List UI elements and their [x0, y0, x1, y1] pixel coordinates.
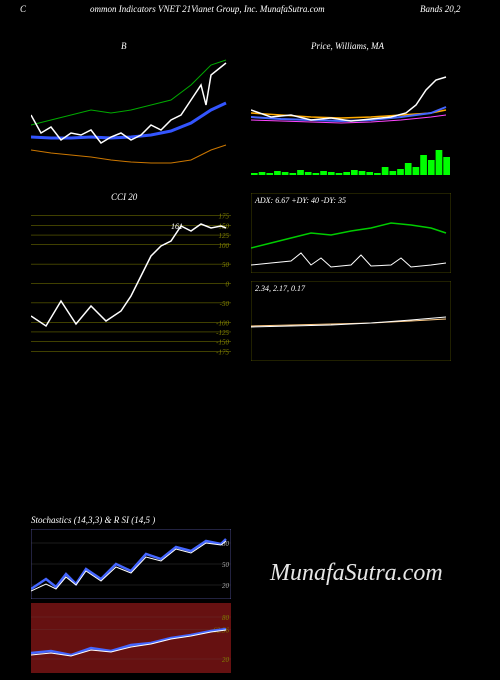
stochastics-title: Stochastics (14,3,3) & R SI (14,5 )	[31, 515, 451, 525]
cci-panel: CCI 20 175150125100500-50-100-125-150-17…	[30, 205, 232, 362]
svg-text:100: 100	[219, 242, 230, 250]
svg-text:-150: -150	[216, 339, 229, 347]
header-left: C	[20, 4, 26, 14]
cci-title: CCI 20	[111, 192, 137, 202]
adx-panel: ADX: 6.67 +DY: 40 -DY: 35& MACD 12,26,9	[250, 192, 452, 274]
svg-text:50: 50	[222, 561, 230, 569]
stochastics-panel: Stochastics (14,3,3) & R SI (14,5 ) 8050…	[30, 528, 232, 600]
bollinger-panel: B	[30, 54, 232, 176]
svg-text:161: 161	[171, 222, 183, 231]
bollinger-chart	[31, 55, 231, 175]
svg-text:-100: -100	[216, 319, 229, 327]
svg-text:-125: -125	[216, 329, 229, 337]
svg-text:0: 0	[226, 281, 230, 289]
svg-text:ADX: 6.67 +DY: 40 -DY: 35: ADX: 6.67 +DY: 40 -DY: 35	[254, 196, 346, 205]
rsi-panel: 8062.3620	[30, 602, 232, 674]
macd-chart: 2.34, 2.17, 0.17	[251, 281, 451, 361]
page-header: C ommon Indicators VNET 21Vianet Group, …	[0, 0, 500, 20]
price-ma-chart	[251, 55, 451, 175]
header-bands: Bands 20,2	[420, 4, 461, 14]
svg-text:80: 80	[222, 614, 230, 622]
svg-text:125: 125	[219, 232, 230, 240]
bollinger-title: B	[121, 41, 127, 51]
svg-text:20: 20	[222, 656, 230, 664]
macd-panel: 2.34, 2.17, 0.17	[250, 280, 452, 362]
cci-chart: 175150125100500-50-100-125-150-175161	[31, 206, 231, 361]
svg-text:20: 20	[222, 582, 230, 590]
svg-text:2.34, 2.17, 0.17: 2.34, 2.17, 0.17	[255, 284, 306, 293]
svg-text:-175: -175	[216, 348, 229, 356]
adx-chart: ADX: 6.67 +DY: 40 -DY: 35& MACD 12,26,9	[251, 193, 451, 273]
svg-text:-50: -50	[220, 300, 230, 308]
header-center: ommon Indicators VNET 21Vianet Group, In…	[90, 4, 325, 14]
price-ma-title: Price, Williams, MA	[311, 41, 384, 51]
stochastics-chart: 805020	[31, 529, 231, 599]
price-ma-panel: Price, Williams, MA	[250, 54, 452, 176]
rsi-chart: 8062.3620	[31, 603, 231, 673]
svg-text:50: 50	[222, 261, 230, 269]
svg-text:175: 175	[219, 213, 230, 221]
watermark-text: MunafaSutra.com	[270, 560, 443, 587]
